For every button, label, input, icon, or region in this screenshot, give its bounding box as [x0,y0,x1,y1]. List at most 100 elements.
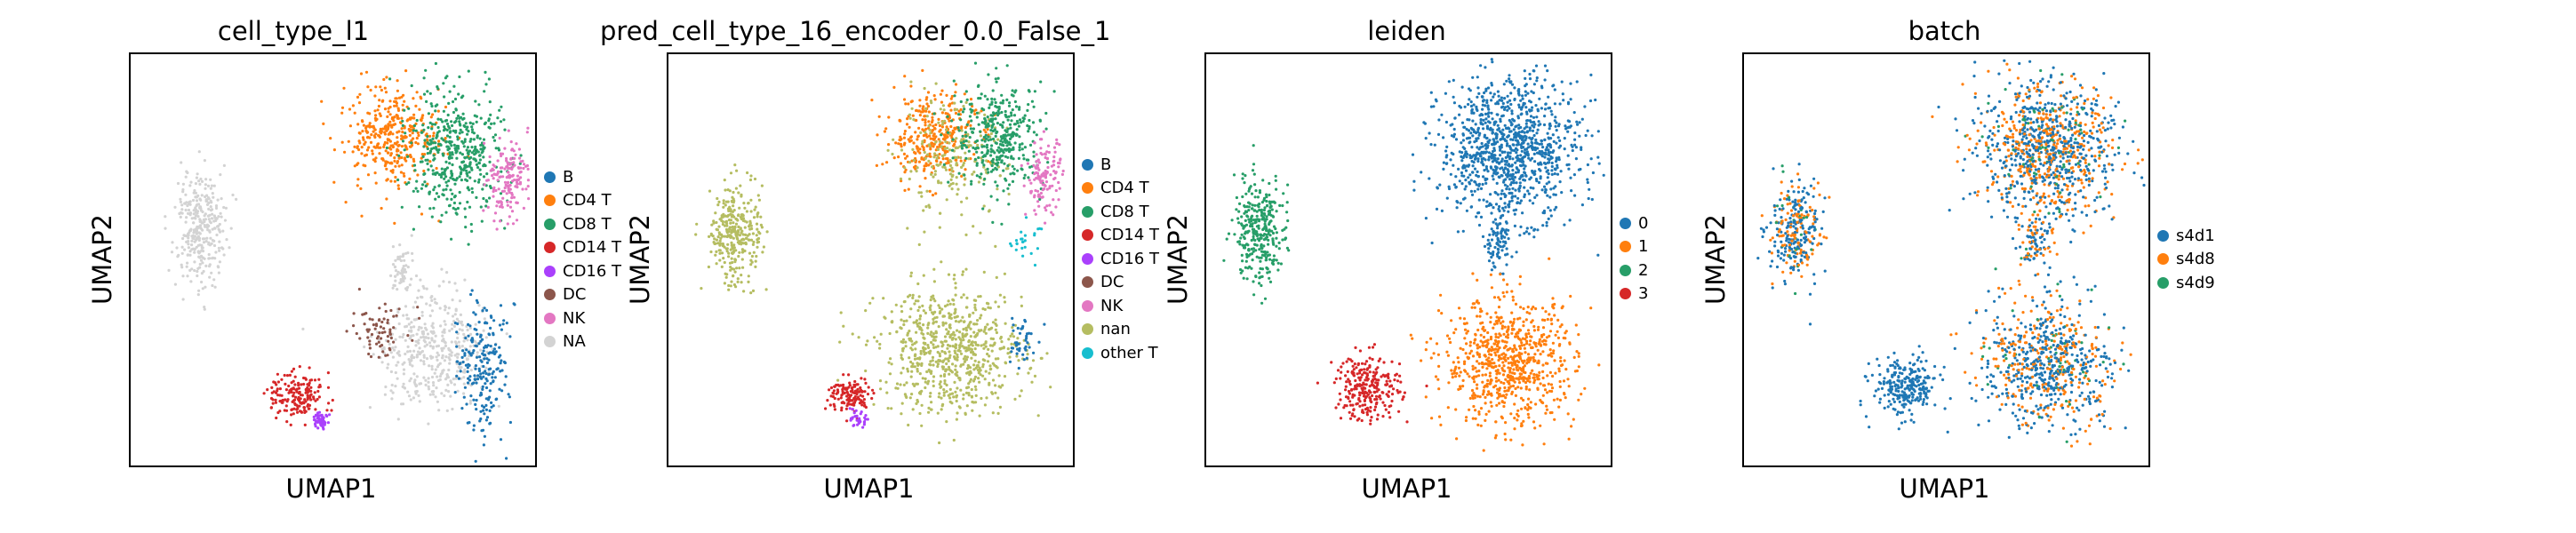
scatter-point [991,378,996,382]
scatter-point [918,411,922,416]
umap-panel-cell-type: cell_type_l1 UMAP1 UMAP2 B CD4 T CD8 T CD14… [0,0,640,533]
scatter-point [445,128,449,131]
scatter-point [1024,345,1028,348]
scatter-point [472,311,476,314]
scatter-point [923,230,926,234]
scatter-point [744,233,748,236]
scatter-point [462,332,466,336]
scatter-point [979,97,982,100]
scatter-point [1013,141,1017,145]
scatter-point [1277,241,1281,244]
legend-swatch [544,171,556,183]
scatter-point [1242,235,1245,239]
scatter-point [425,302,428,306]
scatter-point [1052,90,1056,93]
scatter-point [981,365,985,369]
scatter-point [208,275,212,279]
scatter-point [956,107,959,111]
scatter-point [164,215,167,219]
scatter-point [192,221,196,225]
scatter-point [974,401,978,404]
scatter-point [430,337,434,340]
scatter-point [188,203,192,206]
scatter-point [964,346,968,350]
scatter-point [178,211,181,216]
scatter-point [948,393,952,396]
scatter-point [428,139,432,142]
scatter-point [218,249,221,252]
scatter-point [988,354,991,358]
scatter-point [919,131,923,134]
scatter-point [492,135,495,139]
scatter-point [948,368,951,371]
scatter-point [207,252,211,257]
scatter-point [988,106,991,109]
scatter-point [1252,172,1256,176]
scatter-point [313,391,316,394]
scatter-point [417,133,420,138]
scatter-point [987,139,990,142]
scatter-point [444,355,448,359]
scatter-point [460,377,463,380]
scatter-point [909,346,913,350]
scatter-point [380,347,384,351]
scatter-point [356,184,359,187]
scatter-point [396,270,400,274]
scatter-point [369,140,373,144]
scatter-point [198,232,202,235]
scatter-point [209,187,212,190]
scatter-point [905,319,908,322]
scatter-point [465,358,469,362]
scatter-point [940,141,944,145]
scatter-point [1011,164,1014,168]
scatter-point [483,90,486,93]
scatter-point [491,174,494,178]
scatter-point [1263,213,1267,217]
scatter-point [1040,138,1044,141]
scatter-point [271,402,275,405]
scatter-point [972,368,976,371]
scatter-point [950,175,954,179]
scatter-point [955,137,958,140]
scatter-point [404,182,408,186]
scatter-point [916,382,919,386]
scatter-point [864,309,868,313]
scatter-point [374,156,378,160]
scatter-point [1245,277,1249,281]
scatter-point [998,347,1002,351]
scatter-point [512,161,516,164]
scatter-point [940,89,944,92]
scatter-point [391,245,395,249]
scatter-point [196,211,199,215]
scatter-point [482,371,485,375]
scatter-point [929,360,932,363]
scatter-point [924,386,927,390]
scatter-point [451,99,455,104]
scatter-point [921,110,924,114]
scatter-point [295,387,299,391]
scatter-point [1011,332,1014,336]
scatter-point [519,166,523,170]
scatter-point [988,119,992,123]
scatter-point [993,151,996,155]
scatter-point [720,251,724,255]
scatter-point [422,169,426,173]
scatter-point [372,353,375,356]
scatter-point [398,281,402,285]
scatter-point [713,242,716,245]
scatter-point [428,341,432,345]
scatter-point [731,195,734,199]
scatter-point [456,135,460,139]
legend-swatch [544,336,556,348]
scatter-point [293,402,297,405]
scatter-point [422,336,426,339]
scatter-point [849,390,852,394]
scatter-point [996,138,1000,141]
scatter-point [911,114,915,117]
y-axis-label: UMAP2 [87,213,117,306]
scatter-point [455,374,459,378]
scatter-point [952,395,956,399]
scatter-point [455,345,459,348]
scatter-point [961,110,964,114]
scatter-point [206,184,211,187]
